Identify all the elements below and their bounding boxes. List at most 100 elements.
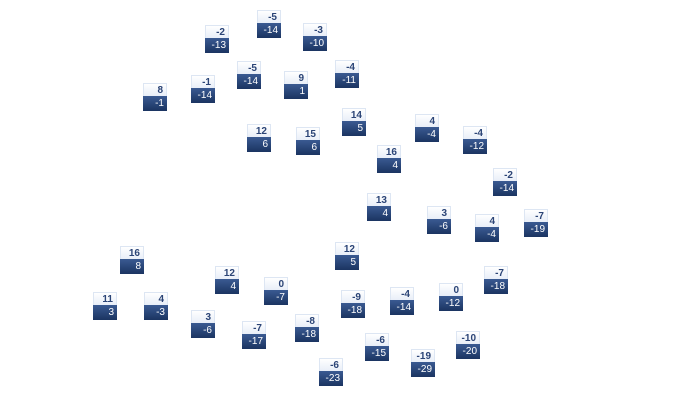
node-bottom-value: -12 <box>439 296 463 311</box>
node[interactable]: 3 -6 <box>191 310 215 338</box>
node-top-value: -4 <box>335 60 359 73</box>
node[interactable]: 12 5 <box>335 242 359 270</box>
node[interactable]: -9 -18 <box>341 290 365 318</box>
node-top-value: -5 <box>257 10 281 23</box>
node[interactable]: 16 4 <box>377 145 401 173</box>
node-bottom-value: -23 <box>319 371 343 386</box>
node-top-value: -1 <box>191 75 215 88</box>
node-bottom-value: 4 <box>215 279 239 294</box>
node[interactable]: 16 8 <box>120 246 144 274</box>
node-top-value: 3 <box>191 310 215 323</box>
node-bottom-value: -11 <box>335 73 359 88</box>
node-top-value: 4 <box>475 214 499 227</box>
node-top-value: 15 <box>296 127 320 140</box>
node-bottom-value: -13 <box>205 38 229 53</box>
node-bottom-value: 1 <box>284 84 308 99</box>
node-bottom-value: 4 <box>367 206 391 221</box>
node-bottom-value: -14 <box>493 181 517 196</box>
node[interactable]: -10 -20 <box>456 331 480 359</box>
node-top-value: 13 <box>367 193 391 206</box>
node-top-value: -10 <box>456 331 480 344</box>
node-top-value: -8 <box>295 314 319 327</box>
node[interactable]: 0 -7 <box>264 277 288 305</box>
node-top-value: 12 <box>215 266 239 279</box>
node[interactable]: -7 -17 <box>242 321 266 349</box>
node-top-value: -6 <box>319 358 343 371</box>
node-top-value: -7 <box>524 209 548 222</box>
node-bottom-value: -4 <box>415 127 439 142</box>
node[interactable]: -2 -14 <box>493 168 517 196</box>
node-top-value: 14 <box>342 108 366 121</box>
node-top-value: -5 <box>237 61 261 74</box>
node-bottom-value: 8 <box>120 259 144 274</box>
node[interactable]: -4 -14 <box>390 287 414 315</box>
node-bottom-value: -7 <box>264 290 288 305</box>
node-top-value: 8 <box>143 83 167 96</box>
node[interactable]: -7 -18 <box>484 266 508 294</box>
node-top-value: 16 <box>377 145 401 158</box>
node-bottom-value: -14 <box>191 88 215 103</box>
node-bottom-value: -14 <box>257 23 281 38</box>
node[interactable]: -1 -14 <box>191 75 215 103</box>
node-top-value: 9 <box>284 71 308 84</box>
node-top-value: -4 <box>390 287 414 300</box>
node-bottom-value: -6 <box>427 219 451 234</box>
node[interactable]: 8 -1 <box>143 83 167 111</box>
node-bottom-value: -17 <box>242 334 266 349</box>
node[interactable]: 15 6 <box>296 127 320 155</box>
node-bottom-value: -1 <box>143 96 167 111</box>
node-bottom-value: 5 <box>342 121 366 136</box>
node-top-value: -2 <box>493 168 517 181</box>
node-top-value: 11 <box>93 292 117 305</box>
node[interactable]: 12 6 <box>247 124 271 152</box>
node-bottom-value: 4 <box>377 158 401 173</box>
node[interactable]: -8 -18 <box>295 314 319 342</box>
node-top-value: -19 <box>411 349 435 362</box>
node[interactable]: 12 4 <box>215 266 239 294</box>
node[interactable]: 13 4 <box>367 193 391 221</box>
node-top-value: 4 <box>144 292 168 305</box>
node-top-value: 16 <box>120 246 144 259</box>
node-bottom-value: 6 <box>247 137 271 152</box>
node-bottom-value: -10 <box>303 36 327 51</box>
node-top-value: -4 <box>463 126 487 139</box>
node[interactable]: -5 -14 <box>257 10 281 38</box>
node[interactable]: -5 -14 <box>237 61 261 89</box>
node-top-value: -7 <box>242 321 266 334</box>
node-top-value: 4 <box>415 114 439 127</box>
node-bottom-value: 3 <box>93 305 117 320</box>
node[interactable]: 4 -4 <box>475 214 499 242</box>
node-bottom-value: -6 <box>191 323 215 338</box>
node-top-value: 0 <box>439 283 463 296</box>
node[interactable]: 3 -6 <box>427 206 451 234</box>
node-bottom-value: -14 <box>237 74 261 89</box>
node[interactable]: 14 5 <box>342 108 366 136</box>
node-bottom-value: -18 <box>341 303 365 318</box>
node-bottom-value: -18 <box>484 279 508 294</box>
node-top-value: -6 <box>365 333 389 346</box>
node-bottom-value: 5 <box>335 255 359 270</box>
node[interactable]: -4 -11 <box>335 60 359 88</box>
node-top-value: -3 <box>303 23 327 36</box>
node-bottom-value: -15 <box>365 346 389 361</box>
node-top-value: 12 <box>247 124 271 137</box>
node[interactable]: -7 -19 <box>524 209 548 237</box>
node[interactable]: -2 -13 <box>205 25 229 53</box>
node-top-value: -9 <box>341 290 365 303</box>
node-bottom-value: -4 <box>475 227 499 242</box>
node-bottom-value: -12 <box>463 139 487 154</box>
node[interactable]: -4 -12 <box>463 126 487 154</box>
node[interactable]: 4 -3 <box>144 292 168 320</box>
node-bottom-value: 6 <box>296 140 320 155</box>
node[interactable]: -6 -15 <box>365 333 389 361</box>
node[interactable]: 11 3 <box>93 292 117 320</box>
node[interactable]: -19 -29 <box>411 349 435 377</box>
node-top-value: 12 <box>335 242 359 255</box>
node-bottom-value: -20 <box>456 344 480 359</box>
node[interactable]: -6 -23 <box>319 358 343 386</box>
node[interactable]: 0 -12 <box>439 283 463 311</box>
node[interactable]: -3 -10 <box>303 23 327 51</box>
node[interactable]: 4 -4 <box>415 114 439 142</box>
node-top-value: -2 <box>205 25 229 38</box>
